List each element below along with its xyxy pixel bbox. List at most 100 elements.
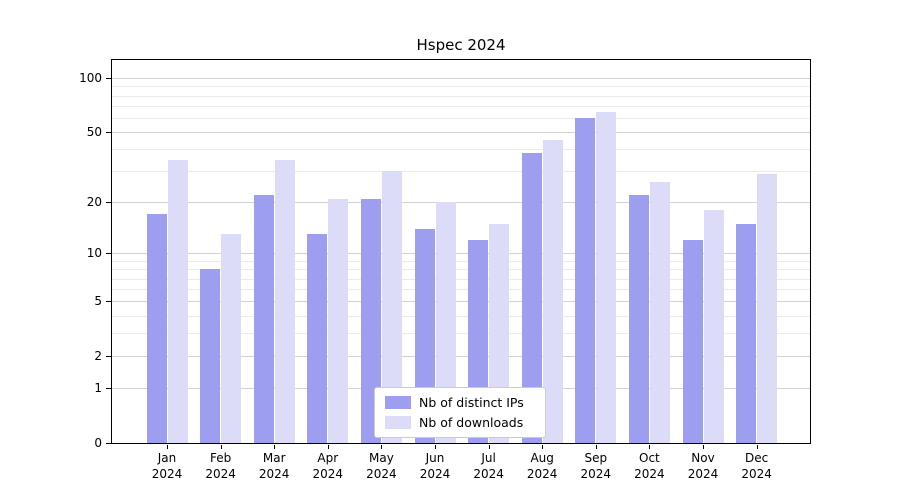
bar-downloads [649, 182, 670, 443]
x-tick-mark [220, 445, 222, 449]
bar-downloads [596, 111, 617, 443]
x-tick-label: Mar 2024 [242, 450, 306, 482]
minor-gridline [112, 278, 810, 280]
minor-gridline [112, 315, 810, 317]
minor-gridline [112, 289, 810, 291]
y-tick-mark [106, 78, 111, 79]
x-tick-month: Apr [317, 451, 339, 465]
y-tick-mark [106, 132, 111, 133]
legend-label-downloads: Nb of downloads [419, 415, 524, 430]
bar-distinct-ips [146, 214, 167, 443]
minor-gridline [112, 105, 810, 107]
plot-area: Nb of distinct IPs Nb of downloads [111, 59, 811, 444]
y-tick-label: 10 [86, 246, 102, 261]
x-tick-label: Feb 2024 [189, 450, 253, 482]
bar-distinct-ips [360, 198, 381, 443]
x-tick-mark [649, 445, 651, 449]
major-gridline [112, 301, 810, 303]
legend-item-downloads: Nb of downloads [385, 415, 535, 430]
x-tick-month: Dec [744, 451, 769, 465]
x-tick-month: Jul [481, 451, 496, 465]
bar-distinct-ips [307, 234, 328, 443]
x-tick-mark [327, 445, 329, 449]
bar-downloads [757, 174, 778, 443]
major-gridline [112, 202, 810, 204]
legend-item-distinct-ips: Nb of distinct IPs [385, 395, 535, 410]
chart-title: Hspec 2024 [416, 36, 506, 54]
minor-gridline [112, 117, 810, 119]
y-tick-label: 20 [86, 195, 102, 210]
bar-downloads [328, 198, 349, 443]
x-tick-month: Jan [157, 451, 177, 465]
legend-label-distinct-ips: Nb of distinct IPs [419, 395, 524, 410]
minor-gridline [112, 86, 810, 88]
x-tick-month: Feb [209, 451, 232, 465]
x-tick-label: Aug 2024 [510, 450, 574, 482]
x-tick-label: Nov 2024 [671, 450, 735, 482]
bar-downloads [542, 140, 563, 443]
bar-downloads [221, 234, 242, 443]
major-gridline [112, 78, 810, 79]
bar-distinct-ips [736, 223, 757, 443]
y-tick-label: 1 [94, 381, 102, 396]
x-tick-mark [274, 445, 276, 449]
x-tick-year: 2024 [580, 467, 612, 481]
x-tick-month: Oct [639, 451, 660, 465]
bar-distinct-ips [575, 117, 596, 443]
legend-swatch-distinct-ips [385, 396, 411, 409]
x-tick-label: Jul 2024 [457, 450, 521, 482]
x-tick-month: May [368, 451, 394, 465]
x-tick-year: 2024 [634, 467, 665, 481]
x-tick-year: 2024 [687, 467, 719, 481]
minor-gridline [112, 269, 810, 271]
x-tick-year: 2024 [312, 467, 344, 481]
y-tick-label: 50 [86, 125, 102, 139]
bar-distinct-ips [200, 269, 221, 443]
x-tick-year: 2024 [419, 467, 451, 481]
minor-gridline [112, 95, 810, 97]
x-tick-label: Dec 2024 [725, 450, 789, 482]
x-tick-label: Oct 2024 [617, 450, 681, 482]
y-tick-mark [106, 301, 111, 303]
x-tick-month: Jun [425, 451, 445, 465]
x-tick-mark [488, 445, 490, 449]
x-tick-year: 2024 [473, 467, 504, 481]
y-tick-mark [106, 388, 111, 390]
x-tick-mark [595, 445, 597, 449]
x-tick-mark [167, 445, 168, 449]
major-gridline [112, 356, 810, 358]
x-tick-mark [703, 445, 704, 449]
bar-downloads [167, 159, 188, 443]
y-tick-mark [106, 356, 111, 358]
y-tick-mark [106, 253, 111, 255]
minor-gridline [112, 171, 810, 173]
bar-distinct-ips [253, 195, 274, 443]
x-tick-month: Nov [691, 451, 715, 465]
x-tick-year: 2024 [526, 467, 558, 481]
x-tick-month: Aug [530, 451, 554, 465]
x-tick-year: 2024 [151, 467, 183, 481]
y-tick-label: 2 [94, 349, 102, 364]
minor-gridline [112, 333, 810, 335]
y-tick-label: 5 [94, 294, 102, 309]
x-tick-label: Apr 2024 [296, 450, 360, 482]
bar-downloads [381, 171, 402, 443]
minor-gridline [112, 260, 810, 262]
x-tick-mark [381, 445, 383, 449]
major-gridline [112, 132, 810, 133]
x-tick-month: Mar [262, 451, 286, 465]
x-tick-label: Jun 2024 [403, 450, 467, 482]
minor-gridline [112, 149, 810, 151]
y-tick-label: 100 [79, 71, 102, 85]
bar-downloads [274, 159, 295, 443]
bar-downloads [435, 202, 456, 443]
legend: Nb of distinct IPs Nb of downloads [374, 387, 546, 438]
x-tick-mark [542, 445, 544, 449]
legend-swatch-downloads [385, 416, 411, 429]
y-tick-label: 0 [94, 436, 102, 450]
x-tick-year: 2024 [366, 467, 397, 481]
x-tick-label: Jan 2024 [135, 450, 199, 482]
major-gridline [112, 253, 810, 255]
x-tick-year: 2024 [741, 467, 772, 481]
